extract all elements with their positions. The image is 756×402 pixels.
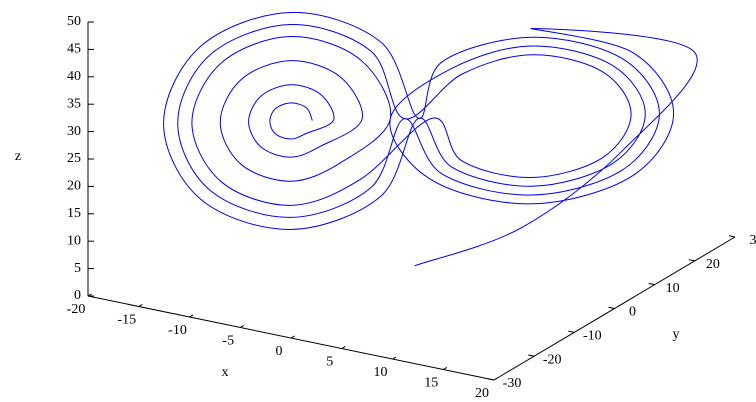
x-tick-label: -20 xyxy=(67,302,86,317)
y-tick-label: 20 xyxy=(706,257,720,272)
z-tick-label: 35 xyxy=(67,96,81,111)
z-tick-label: 10 xyxy=(67,233,81,248)
x-tick-label: -15 xyxy=(117,313,136,328)
x-tick-label: -5 xyxy=(222,334,234,349)
z-tick-label: 15 xyxy=(67,206,81,221)
z-tick-label: 50 xyxy=(67,14,81,29)
y-tick-label: -30 xyxy=(503,376,522,391)
z-tick-label: 30 xyxy=(67,124,81,139)
x-tick-label: 0 xyxy=(276,344,283,359)
z-axis-label: z xyxy=(15,149,21,164)
y-tick-label: 10 xyxy=(666,281,680,296)
x-tick xyxy=(87,293,92,297)
trajectory xyxy=(163,11,698,267)
x-tick xyxy=(239,324,245,328)
y-tick xyxy=(728,235,736,238)
x-tick xyxy=(392,356,397,360)
y-tick-label: 0 xyxy=(629,305,636,320)
x-axis-label: x xyxy=(222,365,229,380)
y-tick-label: -10 xyxy=(583,329,602,344)
y-tick xyxy=(648,282,655,286)
x-tick-label: 20 xyxy=(475,386,489,401)
x-tick-label: 10 xyxy=(374,365,388,380)
z-tick-label: 45 xyxy=(67,42,81,57)
z-tick-label: 5 xyxy=(74,261,81,276)
x-tick xyxy=(138,303,143,307)
z-tick-label: 40 xyxy=(67,69,81,84)
y-tick xyxy=(568,330,575,333)
y-tick xyxy=(528,354,535,357)
z-tick-label: 20 xyxy=(67,179,81,194)
x-tick xyxy=(442,366,448,370)
y-tick xyxy=(487,378,495,381)
y-tick xyxy=(688,259,695,262)
y-tick-label: -20 xyxy=(543,352,562,367)
x-tick xyxy=(189,314,194,318)
x-tick-label: 15 xyxy=(424,376,438,391)
x-tick xyxy=(493,377,498,381)
y-tick xyxy=(608,306,615,309)
z-tick-label: 0 xyxy=(74,288,81,303)
z-tick-label: 25 xyxy=(67,151,81,166)
x-tick-label: -10 xyxy=(168,323,187,338)
y-axis-label: y xyxy=(673,327,680,342)
x-tick xyxy=(290,335,295,339)
y-tick-label: 3 xyxy=(750,233,756,248)
x-tick-label: 5 xyxy=(326,355,333,370)
x-tick xyxy=(341,345,346,349)
